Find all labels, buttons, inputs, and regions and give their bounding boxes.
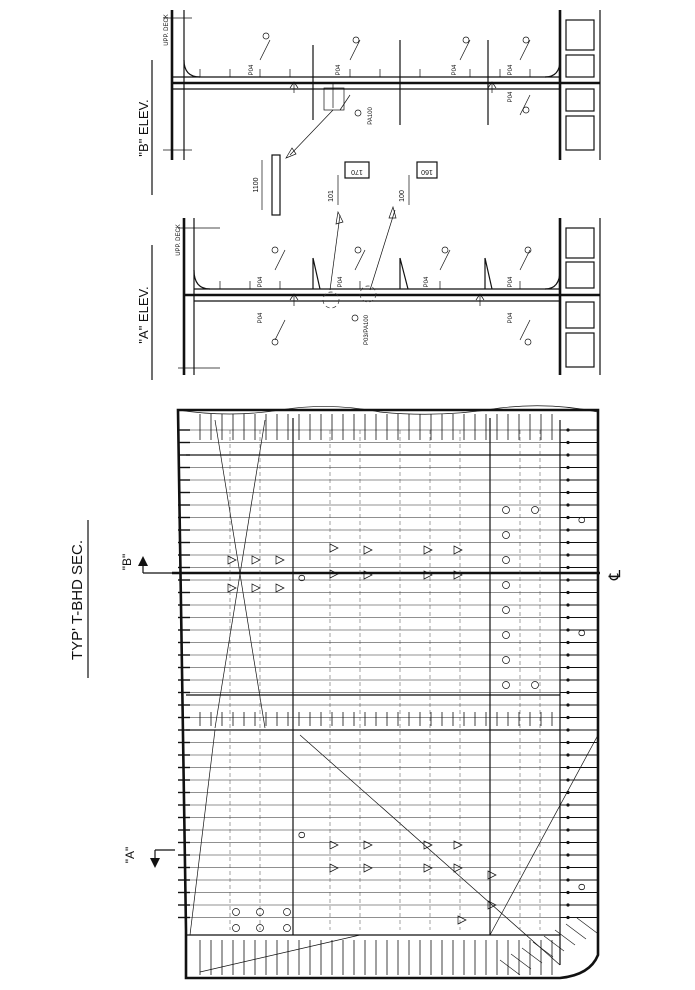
svg-text:P04: P04 xyxy=(424,276,430,287)
svg-text:P04: P04 xyxy=(508,276,514,287)
dim-100: 100 xyxy=(399,190,406,202)
upp-deck-label-b: UPP. DECK xyxy=(164,14,170,46)
svg-text:P04: P04 xyxy=(258,276,264,287)
dim-170: 170 xyxy=(351,168,363,175)
view-marker-b: "B" xyxy=(120,554,172,574)
generated-stiffeners xyxy=(178,414,598,976)
weld-o-2: O xyxy=(297,831,307,838)
a-elev-title: "A" ELEV. xyxy=(136,286,151,343)
a-elevation-view: "A" ELEV. UPP. DECK xyxy=(136,218,601,380)
b-elevation-view: "B" ELEV. UPP. DECK xyxy=(136,10,601,195)
weld-o-3: O xyxy=(577,516,587,523)
view-marker-a: "A" xyxy=(123,847,175,868)
weld-o-5: O xyxy=(577,883,587,890)
svg-text:P04: P04 xyxy=(258,312,264,323)
weld-o-1: O xyxy=(297,574,307,581)
weld-o-4: O xyxy=(577,629,587,636)
centerline-symbol: ℄ xyxy=(607,569,624,581)
pa100-label: PA100 xyxy=(368,107,374,125)
svg-text:P04: P04 xyxy=(508,64,514,75)
section-title: TYP' T-BHD SEC. xyxy=(69,540,86,660)
dim-1100: 1100 xyxy=(253,177,260,192)
bulkhead-section-view: ℄ O O O O O xyxy=(172,405,624,980)
svg-text:P04: P04 xyxy=(452,64,458,75)
upp-deck-label-a: UPP. DECK xyxy=(176,224,182,256)
p03-pa100-label: P03/PA100 xyxy=(364,314,370,345)
svg-text:P04: P04 xyxy=(336,64,342,75)
dim-160: 160 xyxy=(421,168,433,175)
svg-text:P04: P04 xyxy=(508,312,514,323)
dim-101: 101 xyxy=(328,190,335,202)
svg-text:P04: P04 xyxy=(338,276,344,287)
svg-text:P04: P04 xyxy=(249,64,255,75)
svg-text:P04: P04 xyxy=(508,91,514,102)
svg-text:"B": "B" xyxy=(120,554,134,571)
detail-sketches: 1100 170 101 160 100 xyxy=(253,109,438,291)
b-elev-title: "B" ELEV. xyxy=(136,99,151,156)
svg-text:"A": "A" xyxy=(123,847,137,864)
